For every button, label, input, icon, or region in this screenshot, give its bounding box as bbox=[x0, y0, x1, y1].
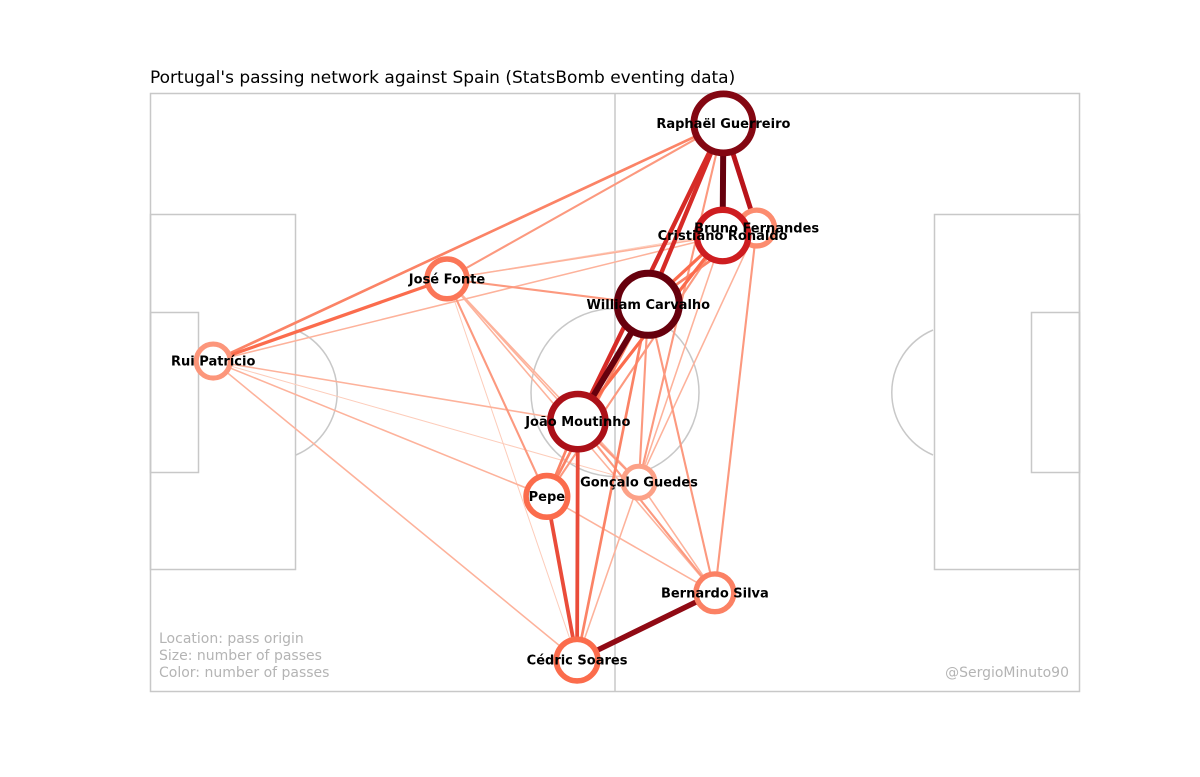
note-location: Location: pass origin bbox=[159, 631, 304, 647]
left-penalty-box bbox=[149, 213, 297, 571]
edge-william-carvalho-cedric-soares bbox=[575, 302, 650, 662]
note-color: Color: number of passes bbox=[159, 665, 329, 681]
player-nodes bbox=[193, 90, 778, 684]
right-penalty-arc bbox=[891, 329, 934, 456]
label-joao-moutinho: João Moutinho bbox=[524, 415, 630, 430]
edge-jose-fonte-pepe bbox=[445, 277, 548, 498]
edge-cristiano-ronaldo-jose-fonte bbox=[446, 234, 724, 280]
edge-bruno-fernandes-bernardo-silva bbox=[713, 226, 758, 594]
label-bruno-fernandes: Bruno Fernandes bbox=[694, 222, 819, 237]
label-william-carvalho: William Carvalho bbox=[586, 298, 710, 313]
right-six-yard-box bbox=[1030, 311, 1081, 474]
node-pepe bbox=[523, 472, 571, 521]
edge-cedric-soares-bernardo-silva bbox=[574, 590, 718, 663]
edge-rui-patricio-goncalo-guedes bbox=[212, 360, 640, 483]
left-six-yard-box bbox=[149, 311, 200, 474]
note-size: Size: number of passes bbox=[159, 648, 322, 664]
edge-jose-fonte-cedric-soares bbox=[446, 278, 578, 661]
edge-pepe-bernardo-silva bbox=[546, 495, 716, 594]
credit-text: @SergioMinuto90 bbox=[945, 665, 1069, 681]
edge-rui-patricio-cedric-soares bbox=[212, 360, 578, 661]
node-goncalo-guedes bbox=[620, 463, 658, 501]
label-bernardo-silva: Bernardo Silva bbox=[661, 586, 769, 601]
right-penalty-box bbox=[933, 213, 1081, 571]
edge-goncalo-guedes-bernardo-silva bbox=[638, 481, 716, 594]
label-rui-patricio: Rui Patrício bbox=[171, 355, 255, 370]
edge-bruno-fernandes-goncalo-guedes bbox=[638, 227, 758, 483]
node-cedric-soares bbox=[553, 636, 601, 684]
node-raphael-guerreiro bbox=[690, 90, 757, 157]
player-labels: Raphaël Guerreiro Bruno FernandesCristian… bbox=[171, 117, 819, 669]
node-rui-patricio bbox=[193, 341, 233, 381]
edge-raphael-guerreiro-rui-patricio bbox=[211, 122, 725, 363]
chart-title: Portugal's passing network against Spain… bbox=[150, 68, 736, 88]
edge-cristiano-ronaldo-goncalo-guedes bbox=[638, 234, 724, 483]
edge-pepe-cedric-soares bbox=[544, 494, 579, 662]
edge-rui-patricio-pepe bbox=[212, 360, 548, 498]
edge-jose-fonte-goncalo-guedes bbox=[446, 278, 640, 483]
edge-joao-moutinho-bernardo-silva bbox=[576, 420, 716, 594]
edge-raphael-guerreiro-jose-fonte bbox=[445, 122, 725, 280]
node-joao-moutinho bbox=[546, 390, 609, 453]
edge-joao-moutinho-cedric-soares bbox=[575, 419, 580, 662]
edge-cristiano-ronaldo-rui-patricio bbox=[212, 234, 724, 362]
left-penalty-arc bbox=[295, 329, 338, 456]
label-cedric-soares: Cédric Soares bbox=[527, 654, 628, 669]
edge-jose-fonte-rui-patricio bbox=[211, 277, 449, 363]
node-jose-fonte bbox=[424, 256, 470, 302]
label-jose-fonte: José Fonte bbox=[408, 272, 486, 287]
label-raphael-guerreiro: Raphaël Guerreiro bbox=[656, 117, 790, 132]
label-cristiano-ronaldo: Cristiano Ronaldo bbox=[658, 229, 788, 244]
pass-edges bbox=[211, 120, 760, 663]
label-pepe: Pepe bbox=[529, 490, 566, 505]
edge-cedric-soares-goncalo-guedes bbox=[576, 481, 640, 661]
label-goncalo-guedes: Gonçalo Guedes bbox=[580, 476, 698, 491]
node-cristiano-ronaldo bbox=[693, 206, 752, 265]
edge-rui-patricio-joao-moutinho bbox=[212, 360, 579, 423]
node-william-carvalho bbox=[613, 269, 683, 339]
edge-william-carvalho-bernardo-silva bbox=[647, 303, 716, 594]
node-bernardo-silva bbox=[693, 571, 737, 615]
